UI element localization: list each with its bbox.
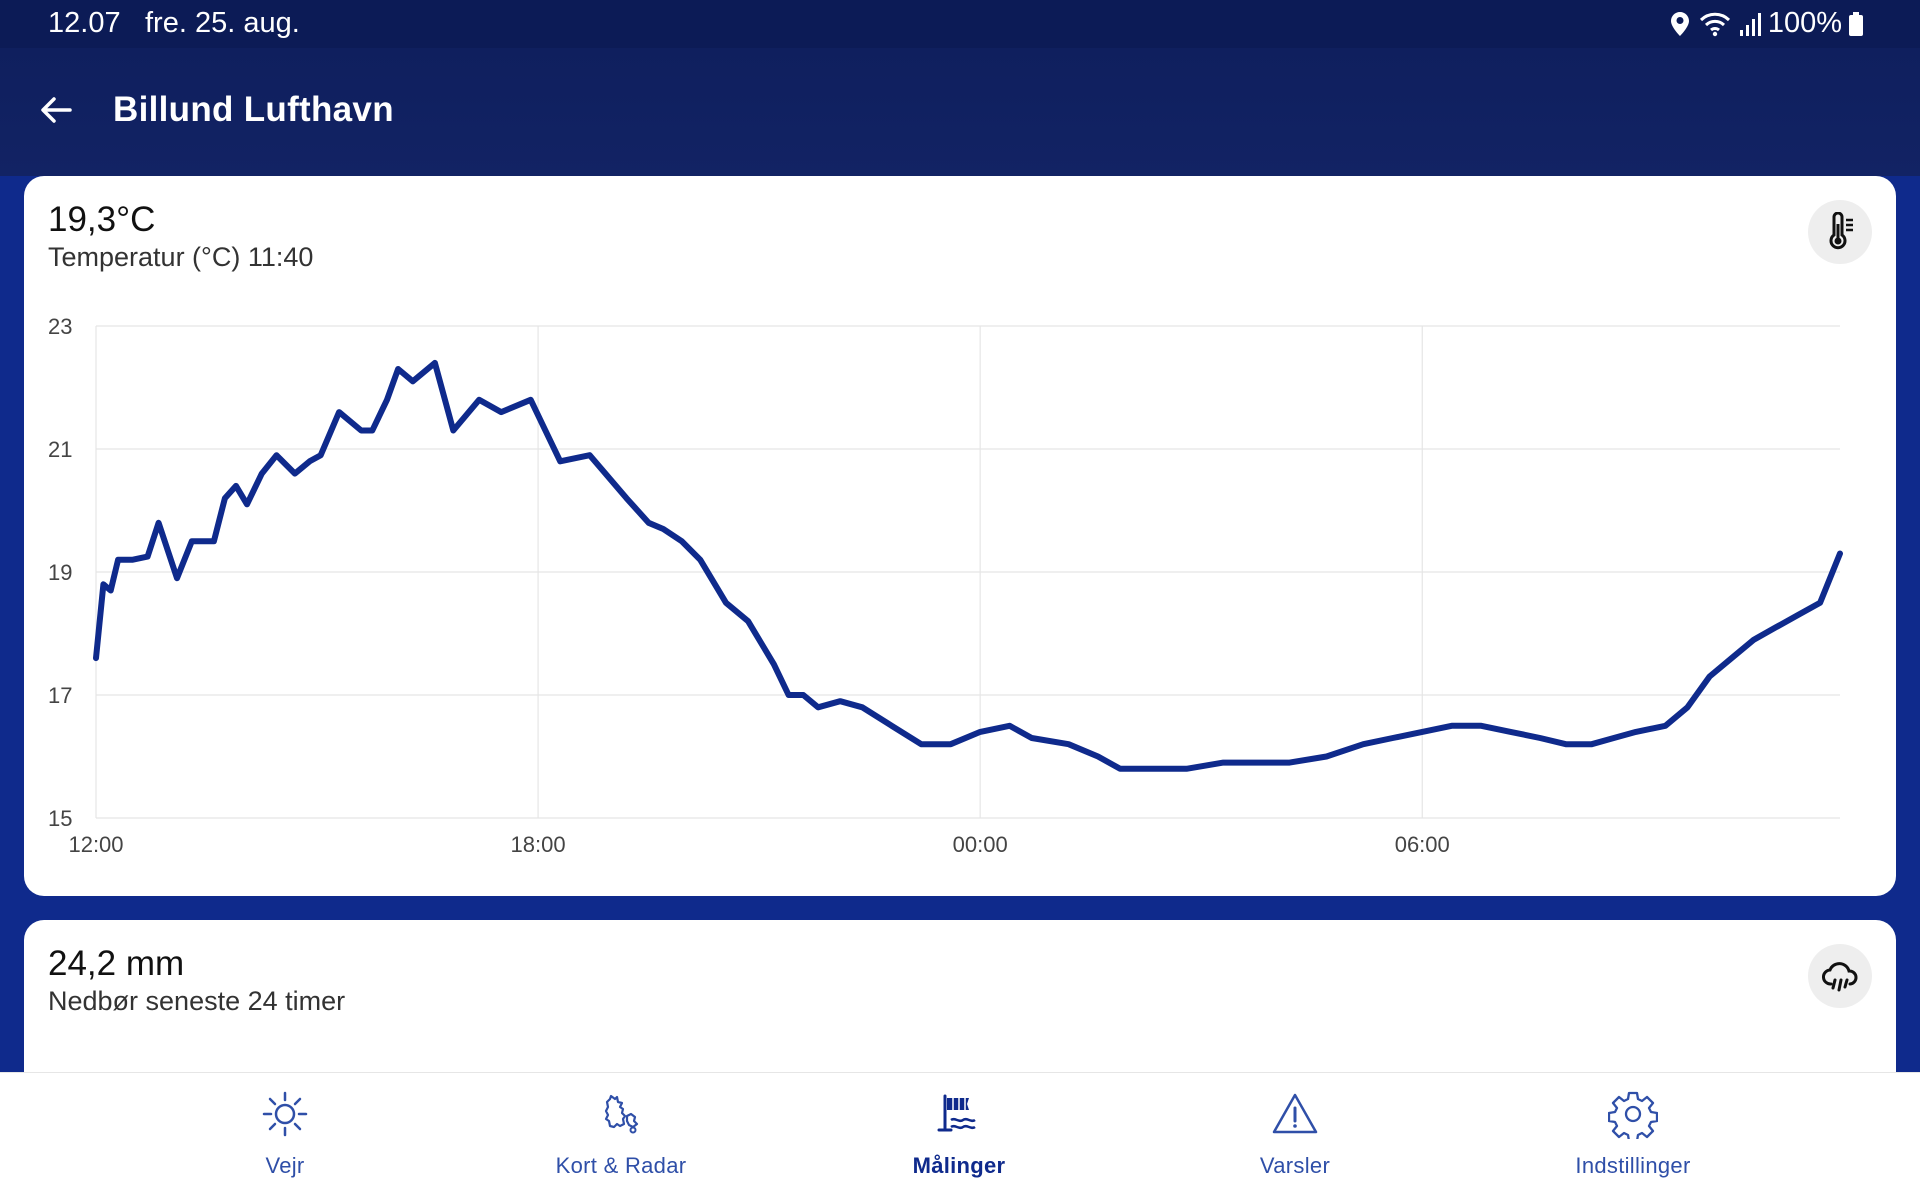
x-tick-label: 12:00	[68, 832, 123, 857]
windsock-icon	[937, 1094, 976, 1132]
warning-icon	[1272, 1093, 1318, 1134]
precipitation-value: 24,2 mm	[48, 944, 185, 983]
gear-icon	[1608, 1091, 1658, 1139]
wifi-icon	[1699, 12, 1730, 36]
sun-icon	[262, 1091, 308, 1137]
nav-label-kort-radar: Kort & Radar	[555, 1153, 687, 1178]
temperature-series-line	[93, 359, 1843, 772]
back-button[interactable]	[34, 88, 78, 132]
y-tick-label: 21	[48, 437, 72, 462]
battery-percent: 100%	[1767, 7, 1842, 39]
temperature-chart: 23 21 19 17 15 12:00 18:00 00:00 06:00	[48, 316, 1843, 857]
nav-label-vejr: Vejr	[265, 1153, 305, 1178]
y-tick-label: 19	[48, 560, 72, 585]
bottom-navigation: Vejr Kort & Radar Målinger	[0, 1072, 1920, 1200]
nav-label-indstillinger: Indstillinger	[1575, 1153, 1691, 1178]
nav-item-indstillinger[interactable]: Indstillinger	[1513, 1073, 1753, 1200]
nav-label-maalinger: Målinger	[912, 1153, 1006, 1178]
nav-item-vejr[interactable]: Vejr	[165, 1073, 405, 1200]
y-tick-label: 15	[48, 806, 72, 831]
chart-grid	[95, 325, 1840, 819]
precipitation-type-button[interactable]	[1808, 944, 1872, 1008]
nav-item-kort-radar[interactable]: Kort & Radar	[501, 1073, 741, 1200]
cloud-rain-icon	[1822, 962, 1858, 992]
map-icon	[604, 1094, 639, 1134]
x-tick-label: 18:00	[511, 832, 566, 857]
temperature-subtitle: Temperatur (°C) 11:40	[48, 242, 314, 272]
thermometer-icon	[1829, 212, 1853, 250]
status-icons: 100%	[1668, 7, 1864, 40]
signal-icon	[1739, 12, 1761, 36]
x-tick-label: 00:00	[953, 832, 1008, 857]
arrow-left-icon	[41, 97, 72, 123]
app-bar: Billund Lufthavn	[0, 48, 1920, 176]
measurements-content[interactable]: 19,3°C Temperatur (°C) 11:40 23 21 19 17 15 …	[0, 176, 1920, 1072]
y-axis-ticks: 23 21 19 17 15	[48, 316, 72, 831]
x-axis-ticks: 12:00 18:00 00:00 06:00	[68, 832, 1449, 857]
nav-item-maalinger[interactable]: Målinger	[839, 1073, 1079, 1200]
status-time: 12.07	[48, 7, 121, 39]
nav-label-varsler: Varsler	[1259, 1153, 1331, 1178]
status-bar: 12.07 fre. 25. aug. 100%	[0, 0, 1920, 48]
page-title: Billund Lufthavn	[113, 90, 394, 129]
temperature-type-button[interactable]	[1808, 200, 1872, 264]
nav-item-varsler[interactable]: Varsler	[1175, 1073, 1415, 1200]
status-date: fre. 25. aug.	[145, 7, 300, 39]
y-tick-label: 17	[48, 683, 72, 708]
location-icon	[1670, 11, 1689, 36]
battery-icon	[1849, 11, 1863, 36]
temperature-card[interactable]: 19,3°C Temperatur (°C) 11:40 23 21 19 17 15 …	[24, 176, 1896, 896]
temperature-value: 19,3°C	[48, 200, 156, 239]
y-tick-label: 23	[48, 316, 72, 339]
x-tick-label: 06:00	[1395, 832, 1450, 857]
precipitation-subtitle: Nedbør seneste 24 timer	[48, 986, 346, 1016]
precipitation-card[interactable]: 24,2 mm Nedbør seneste 24 timer	[24, 920, 1896, 1072]
